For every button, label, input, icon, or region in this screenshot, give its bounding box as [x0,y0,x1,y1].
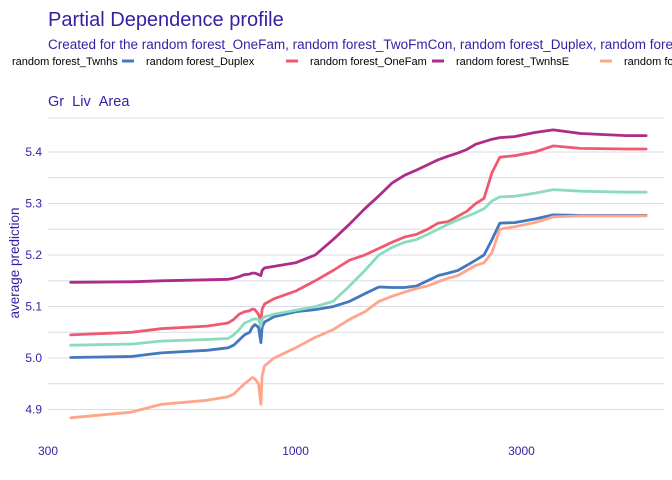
y-tick-label: 5.0 [25,351,42,365]
legend: random forest_Twnhs random forest_Duplex r… [12,56,672,68]
y-tick-label: 5.1 [25,300,42,314]
legend-label: random forest_Twnhs [12,56,118,68]
chart-title: Partial Dependence profile [48,9,284,31]
x-tick-label: 3000 [508,444,535,458]
legend-label: random forest_TwnhsE [456,56,569,68]
y-tick-label: 4.9 [25,403,42,417]
series-lines [69,128,648,420]
legend-label: random forest_TwoFmCon [624,56,672,68]
legend-label: random forest_OneFam [310,56,427,68]
series-line-random-forest-duplex [69,213,648,359]
series-line-random-forest-onefam [69,144,648,337]
y-axis-title: average prediction [7,207,22,318]
y-axis: 4.9 5.0 5.1 5.2 5.3 5.4 [25,145,42,417]
x-axis: 300 1000 3000 [38,444,535,458]
series-line-random-forest-twnhse [69,128,648,284]
grid [48,117,664,411]
series-line-random-forest-twofmcon [69,214,648,420]
y-tick-label: 5.3 [25,197,42,211]
panel-title: Gr Liv Area [48,94,130,110]
chart-subtitle: Created for the random forest_OneFam, ra… [48,37,672,52]
y-tick-label: 5.2 [25,248,42,262]
x-tick-label: 300 [38,444,58,458]
legend-label: random forest_Duplex [146,56,255,68]
x-tick-label: 1000 [282,444,309,458]
series-line-random-forest-twnhs [69,188,648,347]
y-tick-label: 5.4 [25,145,42,159]
